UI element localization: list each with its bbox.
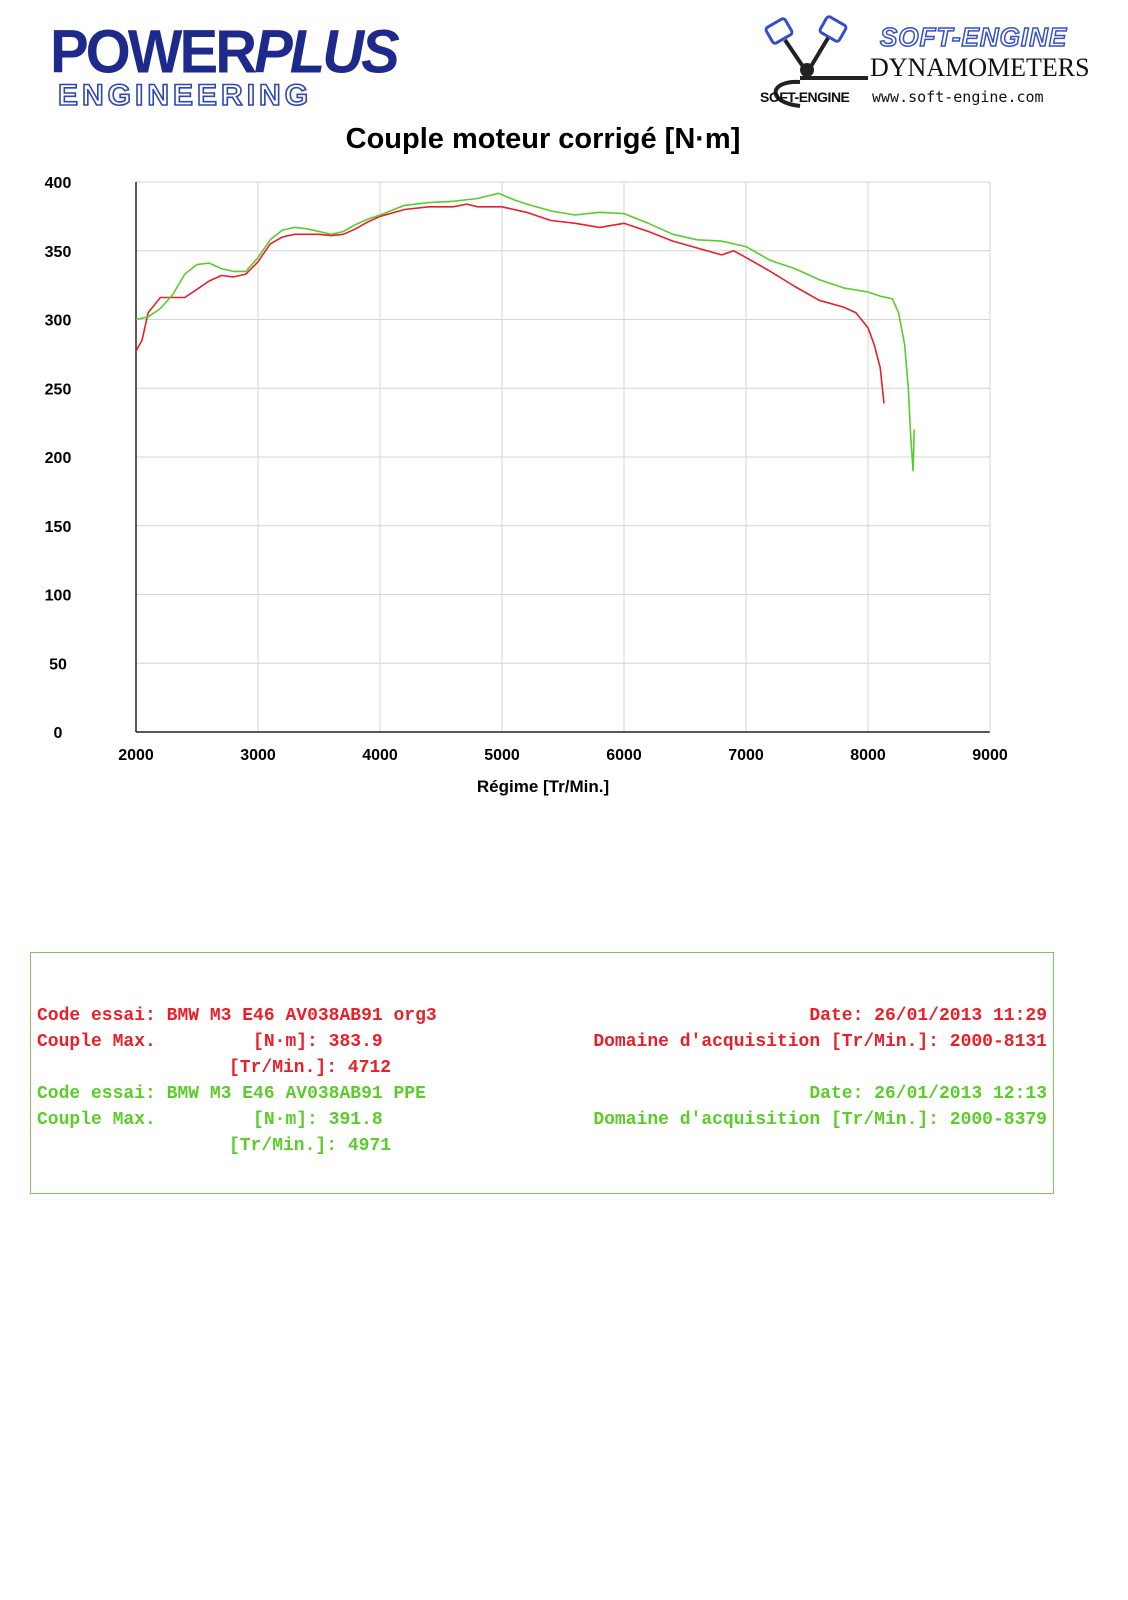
y-tick-label-300: 300 — [45, 313, 72, 330]
run2-rpm-value: 4971 — [347, 1136, 392, 1156]
chart-axes — [135, 182, 991, 733]
y-tick-label-350: 350 — [45, 244, 72, 261]
run1-code-value: BMW M3 E46 AV038AB91 org3 — [166, 1006, 437, 1026]
chart-series — [135, 192, 915, 472]
run1-rpm-label: [Tr/Min.]: — [229, 1058, 338, 1078]
run1-rpm-line: [Tr/Min.]: 4712 — [229, 1055, 391, 1081]
x-tick-label-3000: 3000 — [240, 747, 276, 764]
y-tick-label-50: 50 — [49, 656, 67, 673]
logo-url: www.soft-engine.com — [872, 88, 1044, 106]
x-tick-label-5000: 5000 — [484, 747, 520, 764]
run2-code-line: Code essai: BMW M3 E46 AV038AB91 PPE — [37, 1081, 426, 1107]
run2-rpm-label: [Tr/Min.]: — [229, 1136, 338, 1156]
logo-brand-text: SOFT-ENGINE — [879, 21, 1068, 53]
run2-domain: Domaine d'acquisition [Tr/Min.]: 2000-83… — [593, 1110, 1047, 1130]
run1-domain: Domaine d'acquisition [Tr/Min.]: 2000-81… — [593, 1032, 1047, 1052]
run1-couple-line: Couple Max. [N·m]: 383.9 — [37, 1029, 383, 1055]
x-tick-label-8000: 8000 — [850, 747, 886, 764]
chart-title: Couple moteur corrigé [N·m] — [346, 123, 741, 155]
run1-code-label: Code essai: — [37, 1006, 156, 1026]
chart-tick-labels: 2000 3000 4000 5000 6000 7000 8000 9000 0 50 100 15… — [45, 175, 1008, 764]
run2-rpm-line: [Tr/Min.]: 4971 — [229, 1133, 391, 1159]
x-axis-label: Régime [Tr/Min.] — [477, 777, 609, 796]
test-info-box: Code essai: BMW M3 E46 AV038AB91 org3 Da… — [30, 952, 1054, 1194]
x-tick-label-7000: 7000 — [728, 747, 764, 764]
x-tick-label-6000: 6000 — [606, 747, 642, 764]
series-line-2 — [135, 192, 915, 472]
piston-icon — [764, 15, 868, 108]
logo-tagline: DYNAMOMETERS — [870, 53, 1090, 82]
run1-code-line: Code essai: BMW M3 E46 AV038AB91 org3 — [37, 1003, 437, 1029]
logo-engineering-text: ENGINEERING — [57, 79, 313, 113]
run1-rpm-value: 4712 — [347, 1058, 392, 1078]
run1-nm-value: 383.9 — [328, 1032, 383, 1052]
x-tick-label-4000: 4000 — [362, 747, 398, 764]
chart-grid — [136, 181, 991, 732]
run1-nm-label: [N·m]: — [253, 1032, 318, 1052]
logo-mark-text: SOFT-ENGINE — [760, 89, 850, 105]
logo-plus: PLUS — [254, 17, 400, 87]
run2-code-label: Code essai: — [37, 1084, 156, 1104]
soft-engine-logo: SOFT-ENGINE DYNAMOMETERS SOFT-ENGINE www… — [760, 12, 1100, 112]
run2-couple-line: Couple Max. [N·m]: 391.8 — [37, 1107, 383, 1133]
run1-date: Date: 26/01/2013 11:29 — [809, 1006, 1047, 1026]
y-tick-label-200: 200 — [45, 450, 72, 467]
powerplus-logo: POWERPLUS ENGINEERING — [50, 19, 400, 115]
x-tick-label-2000: 2000 — [118, 747, 154, 764]
x-tick-label-9000: 9000 — [972, 747, 1008, 764]
y-tick-label-100: 100 — [45, 588, 72, 605]
run2-nm-value: 391.8 — [328, 1110, 383, 1130]
y-tick-label-0: 0 — [54, 725, 63, 742]
logo-power: POWER — [50, 17, 257, 87]
run2-couple-label: Couple Max. — [37, 1110, 156, 1130]
run2-date: Date: 26/01/2013 12:13 — [809, 1084, 1047, 1104]
torque-chart: Couple moteur corrigé [N·m] 2000 3000 4000… — [45, 123, 1008, 796]
run2-nm-label: [N·m]: — [253, 1110, 318, 1130]
y-tick-label-150: 150 — [45, 519, 72, 536]
series-line-1 — [135, 203, 885, 404]
run2-code-value: BMW M3 E46 AV038AB91 PPE — [166, 1084, 426, 1104]
logo-powerplus-text: POWERPLUS — [50, 17, 400, 87]
y-tick-label-250: 250 — [45, 381, 72, 398]
y-tick-label-400: 400 — [45, 175, 72, 192]
run1-couple-label: Couple Max. — [37, 1032, 156, 1052]
